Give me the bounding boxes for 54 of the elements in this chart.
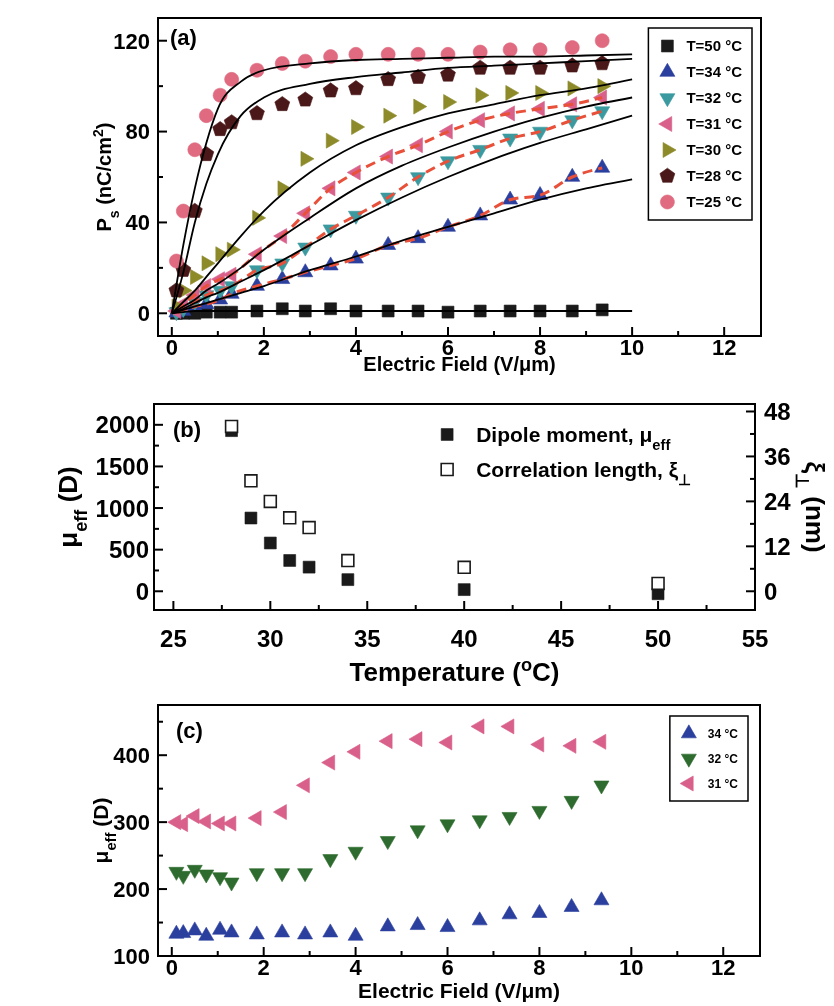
x-tick-label: 35 xyxy=(353,625,381,652)
y-tick-label: 0 xyxy=(137,301,150,327)
y-tick-label: 0 xyxy=(135,577,149,605)
y2-tick-label: 12 xyxy=(764,532,791,560)
x-tick-label: 0 xyxy=(165,955,178,980)
y-tick-label: 1500 xyxy=(95,453,149,481)
legend-label: 32 °C xyxy=(707,751,739,766)
legend-label: T=50 °C xyxy=(686,37,743,55)
y2-tick-label: 36 xyxy=(764,443,791,471)
annotation: (b) xyxy=(173,417,202,442)
legend-label: T=32 °C xyxy=(686,89,743,107)
y-tick-label: 80 xyxy=(125,119,150,145)
x-tick-label: 4 xyxy=(349,335,363,360)
x-tick-label: 4 xyxy=(349,955,363,980)
y-tick-label: 500 xyxy=(108,536,149,564)
legend-label: T=31 °C xyxy=(686,115,743,133)
y2-tick-label: 0 xyxy=(764,577,778,605)
y-tick-label: 100 xyxy=(113,943,150,969)
legend-label: T=25 °C xyxy=(686,193,743,211)
y-tick-label: 400 xyxy=(113,743,150,769)
x-tick-label: 8 xyxy=(533,955,546,980)
x-tick-label: 40 xyxy=(450,625,478,652)
x-tick-label: 8 xyxy=(533,335,547,360)
y-tick-label: 2000 xyxy=(95,411,149,439)
legend-label: T=28 °C xyxy=(686,167,743,185)
legend-label: Correlation length, ξ$_{⊥}$ xyxy=(476,458,691,489)
legend-label: T=34 °C xyxy=(686,63,743,81)
x-tick-label: 10 xyxy=(619,335,645,360)
x-tick-label: 30 xyxy=(256,625,284,652)
y-tick-label: 40 xyxy=(125,210,150,236)
x-tick-label: 12 xyxy=(711,335,737,360)
x-tick-label: 45 xyxy=(547,625,575,652)
y-tick-label: 120 xyxy=(113,28,150,54)
legend-label: 34 °C xyxy=(707,726,739,741)
x-axis-title: Temperature ($^{o}$C) xyxy=(349,655,560,687)
annotation: (a) xyxy=(170,25,197,50)
y2-tick-label: 24 xyxy=(764,488,792,516)
y-tick-label: 1000 xyxy=(95,494,149,522)
x-tick-label: 50 xyxy=(644,625,672,652)
x-tick-label: 2 xyxy=(257,335,270,360)
legend-label: 31 °C xyxy=(707,776,739,791)
x-tick-label: 2 xyxy=(257,955,270,980)
x-tick-label: 55 xyxy=(741,625,769,652)
y2-tick-label: 48 xyxy=(764,398,791,426)
y-tick-label: 200 xyxy=(113,876,150,902)
x-tick-label: 6 xyxy=(441,955,454,980)
annotation: (c) xyxy=(176,718,203,743)
x-tick-label: 25 xyxy=(160,625,187,652)
x-tick-label: 12 xyxy=(710,955,736,980)
legend-label: T=30 °C xyxy=(686,141,743,159)
x-tick-label: 10 xyxy=(619,955,644,980)
x-axis-title: Electric Field (V/μm) xyxy=(358,979,560,1002)
legend-label: Dipole moment, μ$_{eff}$ xyxy=(476,423,671,454)
x-tick-label: 0 xyxy=(165,335,178,360)
